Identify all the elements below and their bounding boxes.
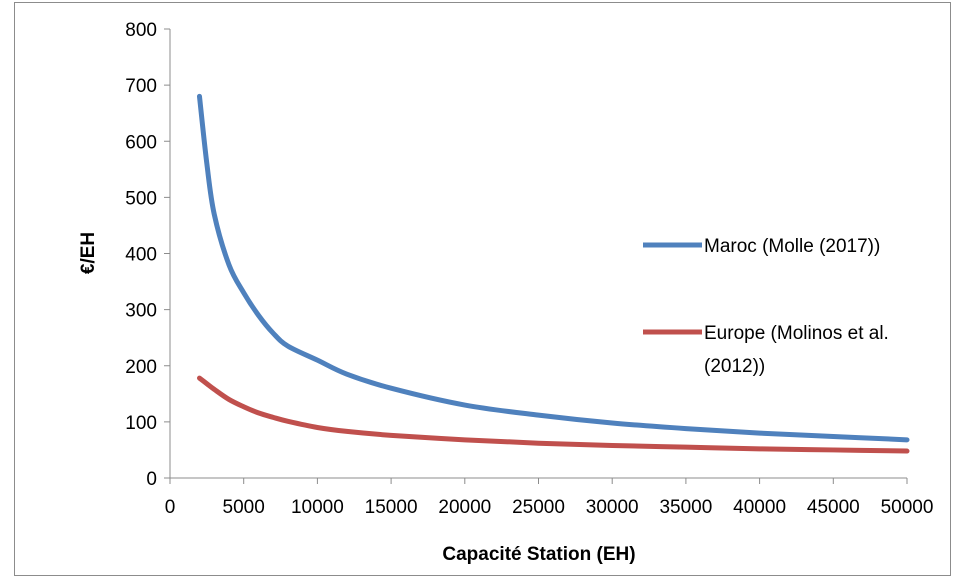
x-tick-label: 40000 [733,497,786,518]
y-tick-label: 500 [125,188,157,209]
x-tick-label: 25000 [512,497,565,518]
y-tick-label: 100 [125,413,157,434]
legend-label-1: Europe (Molinos et al. [704,323,889,344]
y-axis-ticks: 0 100 200 300 400 500 600 700 800 [125,20,170,490]
legend-label-0: Maroc (Molle (2017)) [704,236,880,257]
x-tick-label: 35000 [659,497,712,518]
series-line-0 [196,93,910,443]
y-tick-label: 200 [125,357,157,378]
y-tick-label: 800 [125,20,157,41]
x-axis-ticks: 0 5000 10000 15000 20000 25000 30000 35000 40000… [165,478,934,518]
x-tick-label: 0 [165,497,176,518]
x-axis-title: Capacité Station (EH) [442,544,635,565]
y-tick-label: 0 [146,469,157,490]
x-tick-label: 20000 [438,497,491,518]
y-axis-title: €/EH [78,232,99,274]
x-tick-label: 5000 [223,497,265,518]
x-tick-label: 45000 [807,497,860,518]
y-tick-label: 300 [125,301,157,322]
x-tick-label: 50000 [881,497,934,518]
y-tick-label: 400 [125,245,157,266]
y-tick-label: 700 [125,76,157,97]
legend-label-1: (2012)) [704,356,765,377]
series-lines [196,93,910,454]
legend: Maroc (Molle (2017)) Europe (Molinos et a… [643,236,889,377]
series-line-1 [196,375,910,454]
y-tick-label: 600 [125,132,157,153]
x-tick-label: 30000 [586,497,639,518]
x-tick-label: 15000 [365,497,418,518]
x-tick-label: 10000 [291,497,344,518]
